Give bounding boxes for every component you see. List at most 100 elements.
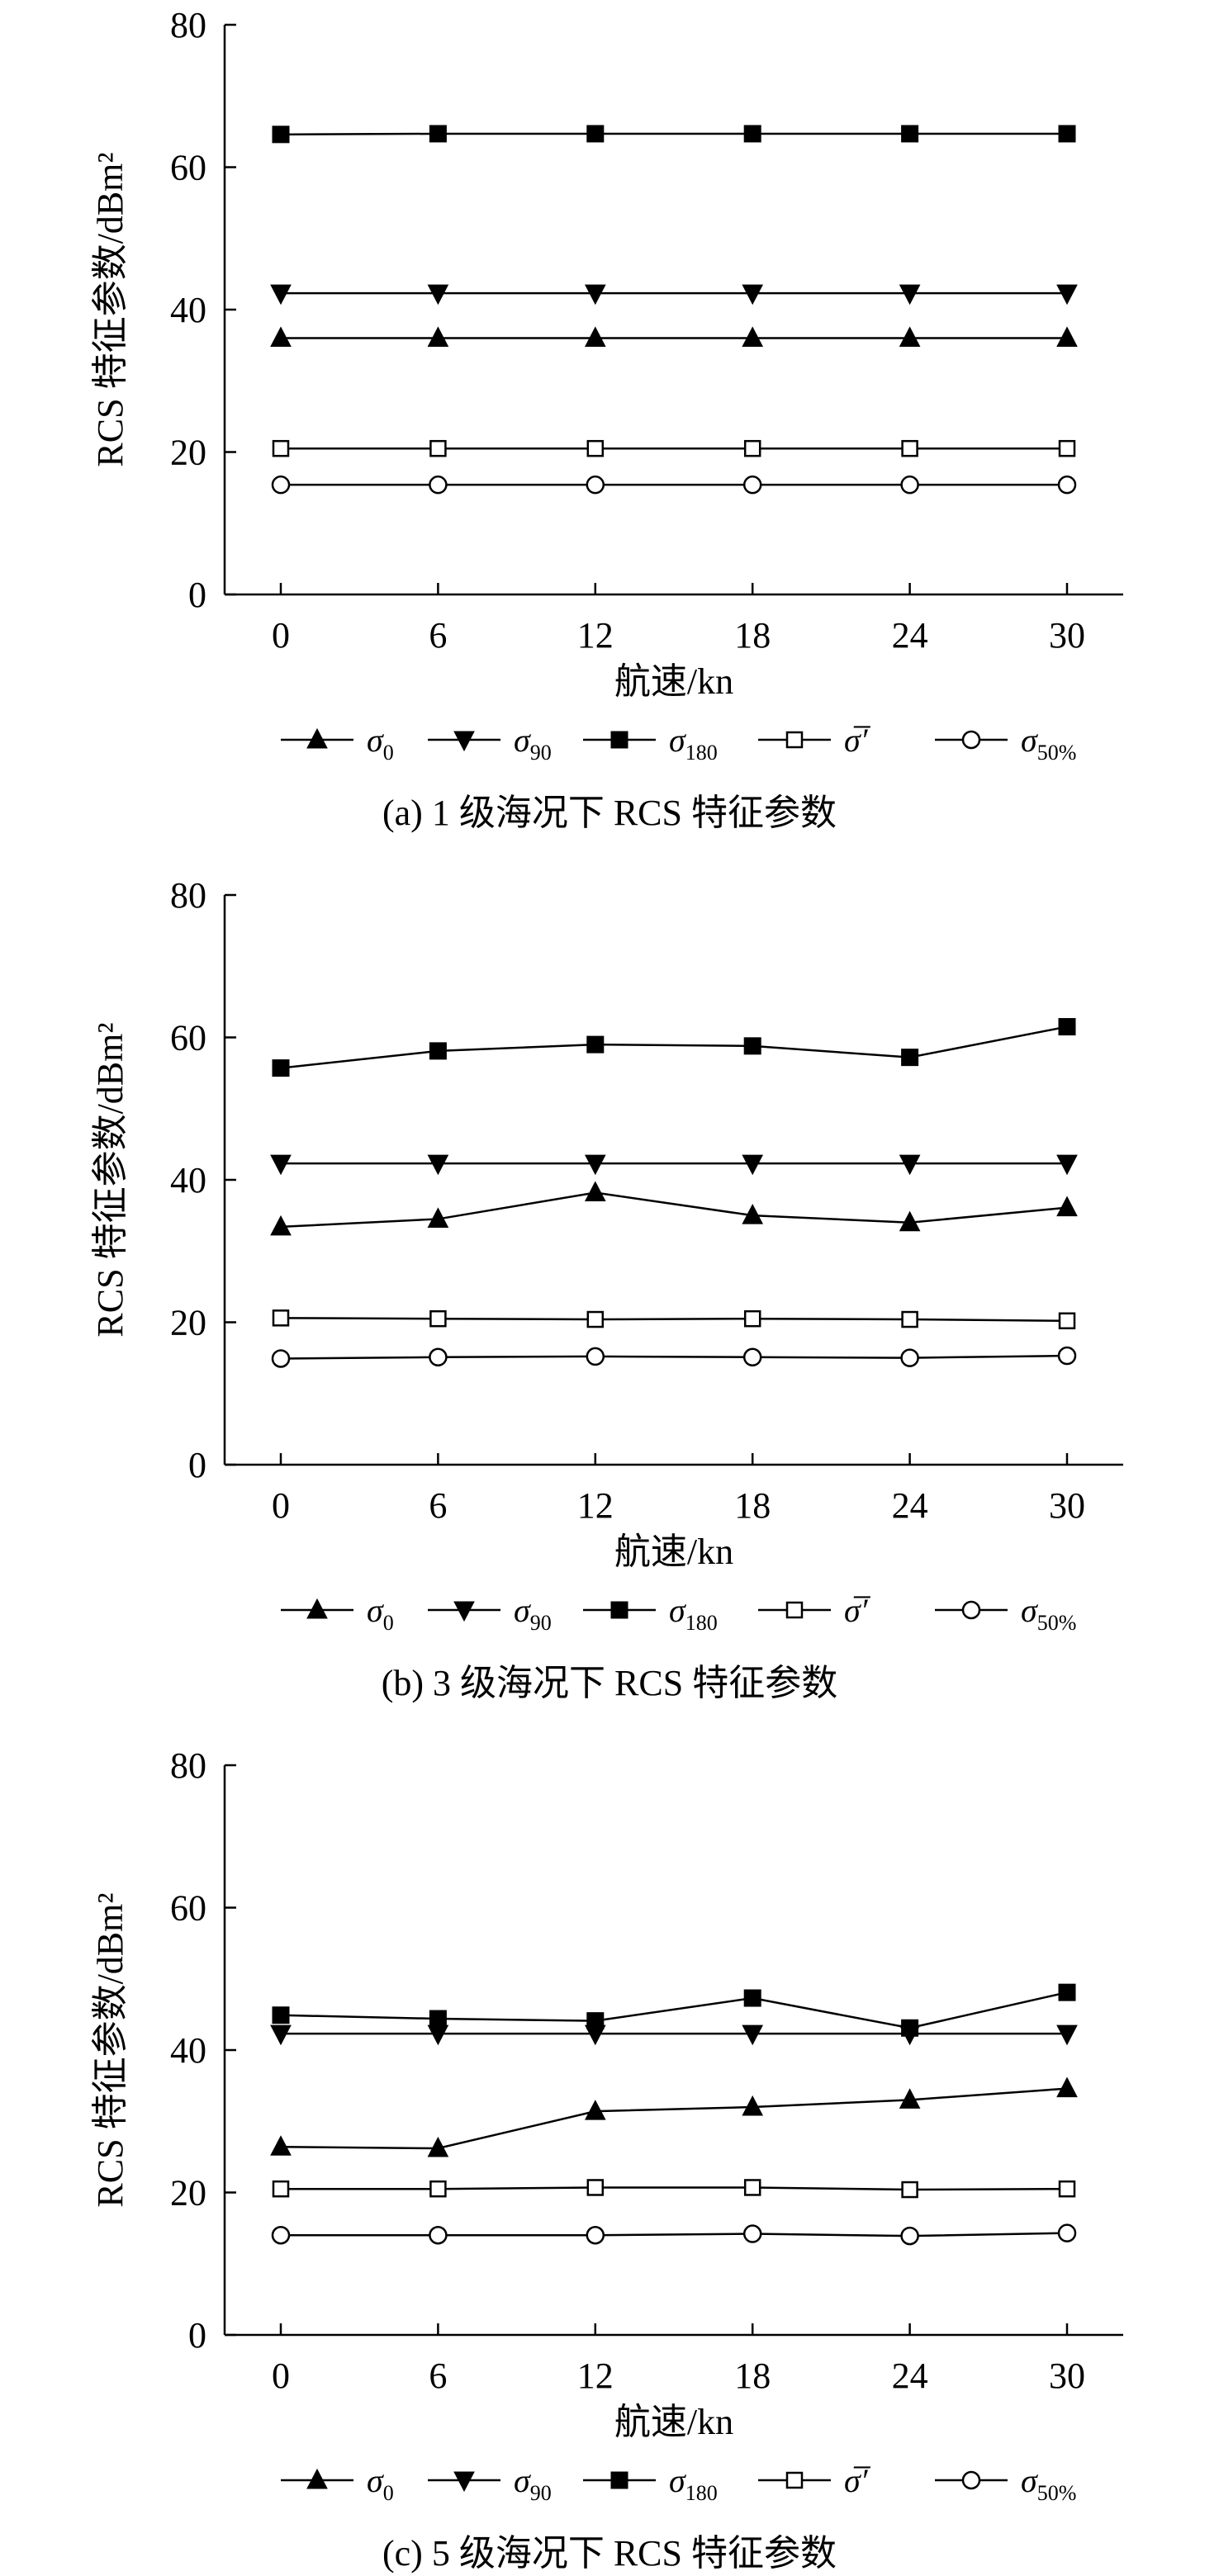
data-point	[584, 326, 606, 347]
data-point	[429, 475, 448, 495]
data-point	[742, 475, 762, 495]
legend-label-subscript: 180	[685, 741, 718, 765]
legend-marker-icon	[306, 2468, 328, 2489]
x-tick-label: 30	[1049, 2356, 1085, 2396]
y-axis-label: RCS 特征参数/dBm²	[90, 1892, 130, 2207]
legend-label-base: σ	[1021, 2462, 1038, 2499]
y-tick-label: 40	[170, 290, 206, 330]
data-point	[586, 2012, 605, 2030]
data-point	[429, 2180, 447, 2198]
data-point	[429, 439, 447, 457]
data-point	[901, 2181, 918, 2199]
series-square-open	[272, 2179, 1076, 2199]
legend-label: σ0	[367, 1592, 394, 1635]
data-point	[1058, 125, 1076, 143]
x-axis-label: 航速/kn	[614, 1532, 733, 1572]
data-point	[1058, 439, 1076, 457]
x-tick-label: 24	[892, 1485, 928, 1526]
y-tick-label: 60	[170, 1018, 206, 1058]
y-tick-label: 60	[170, 148, 206, 188]
data-point	[742, 326, 764, 347]
series-line	[280, 1025, 1068, 1069]
legend-marker-icon	[785, 731, 804, 749]
series-triangle-down-filled	[270, 1154, 1078, 1176]
legend-item: σ̅′	[758, 2462, 871, 2499]
data-point	[901, 1049, 919, 1067]
legend-marker-icon	[785, 1601, 804, 1619]
data-point	[899, 326, 921, 347]
x-tick-label: 6	[429, 2356, 447, 2396]
legend-item: σ50%	[935, 2462, 1076, 2505]
data-point	[270, 1154, 292, 1176]
data-point	[743, 1309, 761, 1328]
data-point	[429, 125, 447, 143]
legend-label-subscript: 90	[530, 741, 552, 765]
legend-item: σ̅′	[758, 1592, 871, 1629]
x-tick-label: 12	[577, 2356, 614, 2396]
data-point	[584, 284, 606, 305]
data-point	[427, 2136, 449, 2157]
data-point	[270, 2135, 292, 2156]
y-axis-label: RCS 特征参数/dBm²	[90, 1022, 130, 1337]
series-square-filled	[272, 1018, 1076, 1077]
data-point	[271, 475, 291, 495]
legend-label-prime: ′	[861, 1592, 869, 1629]
legend-item: σ50%	[935, 1592, 1076, 1635]
series-line	[280, 132, 1067, 136]
legend-label: σ̅′	[844, 2462, 871, 2499]
data-point	[427, 1154, 449, 1176]
legend-label: σ̅′	[844, 1592, 871, 1629]
data-point	[270, 326, 292, 347]
y-tick-label: 80	[170, 1745, 206, 1786]
data-point	[272, 1059, 290, 1077]
series-line	[281, 2186, 1068, 2191]
data-point	[742, 1347, 762, 1367]
legend-label: σ90	[514, 1592, 552, 1635]
legend-label-subscript: 0	[383, 741, 394, 765]
legend-marker-icon	[610, 731, 628, 749]
legend-marker-icon	[961, 2470, 981, 2490]
data-point	[429, 1042, 447, 1060]
data-point	[1056, 2076, 1078, 2098]
data-point	[1058, 2180, 1076, 2198]
legend-item: σ0	[281, 1592, 394, 1635]
legend-label-base: σ	[514, 722, 531, 759]
data-point	[272, 439, 290, 457]
legend-item: σ90	[428, 2462, 552, 2505]
legend-label-prime: ′	[861, 2462, 869, 2499]
x-tick-label: 0	[272, 1485, 290, 1526]
x-tick-label: 0	[272, 2356, 290, 2396]
data-point	[586, 125, 605, 143]
data-point	[272, 125, 290, 144]
legend-label: σ0	[367, 722, 394, 765]
x-axis-label: 航速/kn	[614, 661, 733, 702]
y-tick-label: 0	[188, 575, 206, 615]
legend-item: σ90	[428, 722, 552, 765]
data-point	[272, 2180, 290, 2198]
legend-item: σ90	[428, 1592, 552, 1635]
data-point	[427, 326, 449, 347]
data-point	[742, 2095, 764, 2116]
data-point	[899, 1210, 921, 1232]
legend-marker-icon	[785, 2471, 804, 2489]
series-triangle-up-filled	[270, 2076, 1078, 2157]
data-point	[427, 2024, 449, 2046]
series-line	[281, 2232, 1068, 2237]
data-point	[270, 284, 292, 305]
data-point	[271, 2226, 291, 2245]
data-point	[1058, 1983, 1076, 2001]
legend-marker-icon	[453, 1601, 475, 1622]
series-triangle-up-filled	[270, 1181, 1078, 1236]
legend-label-subscript: 180	[685, 2481, 718, 2505]
legend-marker-icon	[961, 1600, 981, 1620]
legend-item: σ̅′	[758, 722, 871, 759]
data-point	[743, 125, 761, 143]
legend-label-base: σ	[669, 722, 686, 759]
series-line	[280, 1317, 1068, 1323]
data-point	[586, 2226, 605, 2245]
x-tick-label: 30	[1049, 615, 1085, 656]
data-point	[1057, 2223, 1077, 2242]
